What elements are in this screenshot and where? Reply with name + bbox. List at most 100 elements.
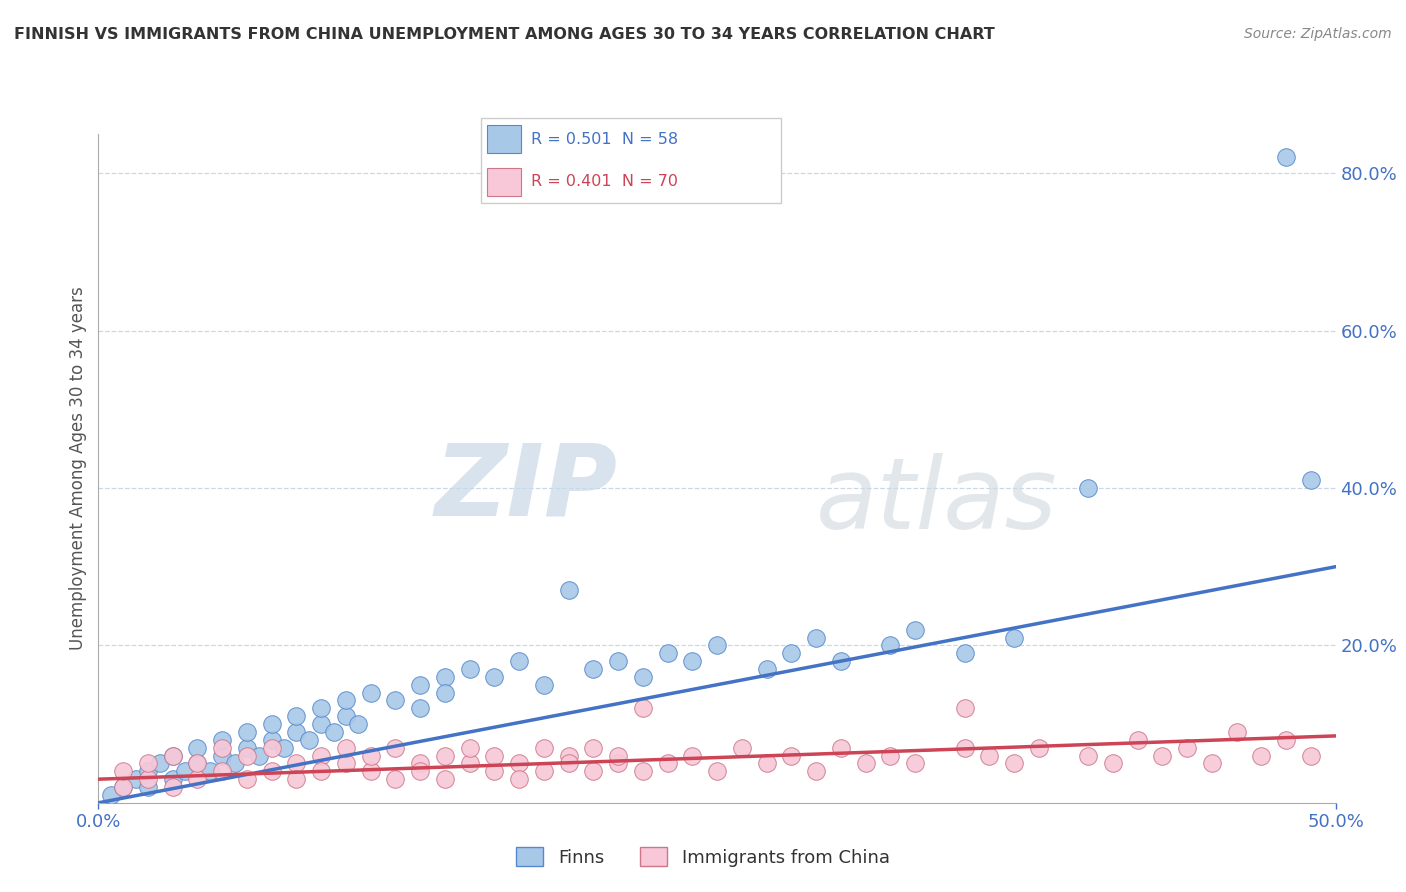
Point [236, 725, 259, 739]
Point [979, 748, 1001, 763]
Point [236, 748, 259, 763]
Point [557, 756, 579, 771]
Bar [488, 168, 522, 196]
Point [631, 670, 654, 684]
Point [298, 732, 321, 747]
Point [112, 780, 135, 794]
Point [162, 748, 184, 763]
Point [335, 693, 357, 707]
Y-axis label: Unemployment Among Ages 30 to 34 years: Unemployment Among Ages 30 to 34 years [69, 286, 87, 650]
Text: ZIP: ZIP [434, 440, 619, 537]
Point [384, 772, 406, 787]
Point [186, 772, 208, 787]
Point [582, 662, 605, 676]
Text: R = 0.401  N = 70: R = 0.401 N = 70 [530, 175, 678, 189]
Point [236, 772, 259, 787]
Point [755, 756, 778, 771]
Point [100, 788, 122, 802]
Point [780, 646, 803, 660]
Point [260, 740, 283, 755]
Point [953, 740, 976, 755]
Point [631, 764, 654, 779]
Point [260, 717, 283, 731]
Point [309, 701, 332, 715]
Point [804, 631, 827, 645]
Point [533, 764, 555, 779]
Point [1126, 732, 1149, 747]
Point [211, 764, 233, 779]
Point [706, 764, 728, 779]
Point [285, 772, 308, 787]
Point [409, 756, 432, 771]
Point [557, 748, 579, 763]
Point [458, 740, 481, 755]
Point [1028, 740, 1050, 755]
Point [112, 764, 135, 779]
Point [706, 639, 728, 653]
Point [409, 701, 432, 715]
Point [112, 780, 135, 794]
Point [273, 740, 295, 755]
Point [149, 756, 172, 771]
Point [136, 756, 159, 771]
Point [360, 685, 382, 699]
Point [360, 748, 382, 763]
Text: atlas: atlas [815, 453, 1057, 550]
Point [830, 654, 852, 668]
Point [731, 740, 754, 755]
Point [335, 756, 357, 771]
Point [285, 756, 308, 771]
Point [1275, 150, 1298, 164]
Point [186, 740, 208, 755]
Point [124, 772, 146, 787]
Legend: Finns, Immigrants from China: Finns, Immigrants from China [509, 840, 897, 874]
Point [236, 740, 259, 755]
Point [484, 748, 506, 763]
Point [1077, 748, 1099, 763]
Point [681, 654, 703, 668]
Point [508, 654, 530, 668]
Point [198, 764, 221, 779]
Text: Source: ZipAtlas.com: Source: ZipAtlas.com [1244, 27, 1392, 41]
Point [657, 756, 679, 771]
Point [582, 764, 605, 779]
Point [607, 748, 630, 763]
Point [309, 748, 332, 763]
Point [186, 756, 208, 771]
Point [1102, 756, 1125, 771]
Point [533, 740, 555, 755]
Point [360, 764, 382, 779]
Point [260, 732, 283, 747]
Point [1299, 748, 1322, 763]
Point [1250, 748, 1272, 763]
FancyBboxPatch shape [481, 118, 782, 203]
Point [879, 639, 901, 653]
Text: R = 0.501  N = 58: R = 0.501 N = 58 [530, 132, 678, 146]
Point [433, 670, 456, 684]
Point [631, 701, 654, 715]
Point [409, 678, 432, 692]
Point [607, 654, 630, 668]
Bar [488, 125, 522, 153]
Point [162, 780, 184, 794]
Point [224, 756, 246, 771]
Point [335, 709, 357, 723]
Point [755, 662, 778, 676]
Point [409, 764, 432, 779]
Point [780, 748, 803, 763]
Point [879, 748, 901, 763]
Point [508, 756, 530, 771]
Point [533, 678, 555, 692]
Point [904, 623, 927, 637]
Point [953, 701, 976, 715]
Point [309, 764, 332, 779]
Point [904, 756, 927, 771]
Point [384, 693, 406, 707]
Point [458, 756, 481, 771]
Point [335, 740, 357, 755]
Point [433, 685, 456, 699]
Point [285, 725, 308, 739]
Point [681, 748, 703, 763]
Point [136, 772, 159, 787]
Point [484, 670, 506, 684]
